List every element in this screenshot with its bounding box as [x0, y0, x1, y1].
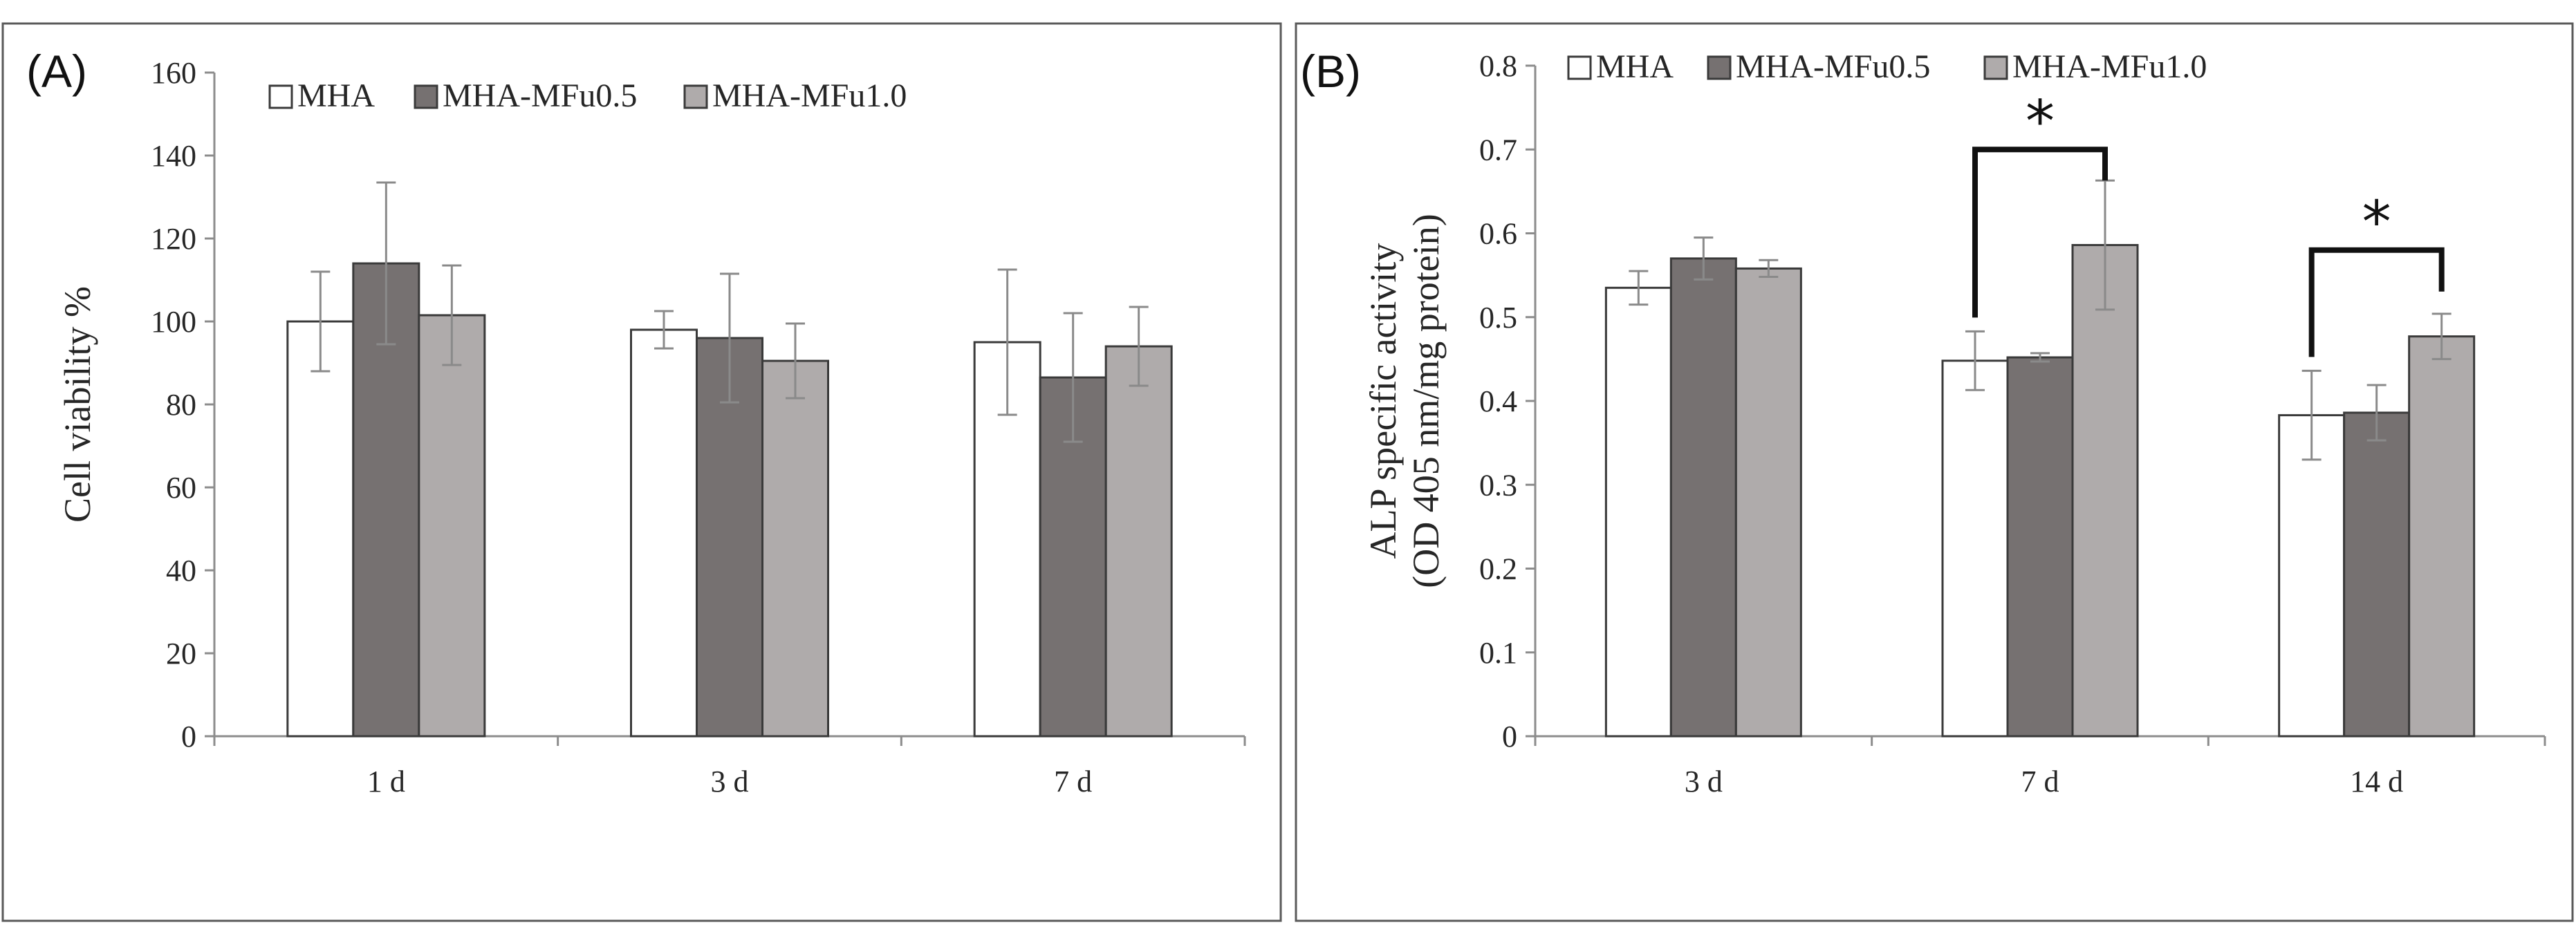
y-tick-label: 60	[166, 471, 196, 505]
bar-MHA-3d	[630, 328, 698, 738]
y-tick-label: 0.1	[1479, 636, 1517, 670]
y-tick-label: 160	[151, 56, 196, 90]
legend-swatch-MHA	[1567, 55, 1592, 80]
legend-swatch-MHA-MFu1.0	[683, 84, 708, 109]
panel-b-border	[1295, 22, 2574, 922]
x-category-label: 1 d	[367, 765, 405, 798]
y-tick-label: 0.2	[1479, 552, 1517, 586]
bar-MHA-MFu1.0-3d	[1734, 267, 1802, 738]
bar-MHA-MFu0.5-14d	[2343, 411, 2411, 738]
x-category-label: 3 d	[711, 765, 749, 798]
bar-MHA-MFu1.0-1d	[418, 314, 486, 738]
bar-MHA-MFu0.5-3d	[696, 337, 763, 738]
significance-bracket	[2308, 247, 2445, 357]
y-tick-label: 0.7	[1479, 133, 1517, 167]
significance-star: *	[2362, 188, 2391, 256]
y-tick-label: 80	[166, 388, 196, 422]
y-axis-title: ALP specific activity	[1362, 243, 1404, 559]
y-axis-title-line2: (OD 405 nm/mg protein)	[1405, 214, 1447, 588]
panel-b-label: (B)	[1300, 46, 1361, 97]
bar-MHA-MFu0.5-3d	[1669, 257, 1737, 738]
bar-MHA-MFu1.0-3d	[761, 359, 829, 738]
bar-MHA-1d	[286, 320, 355, 738]
x-category-label: 7 d	[2021, 765, 2059, 798]
bar-MHA-3d	[1604, 286, 1672, 738]
panel-b: (B) 0 0.1 0.2 0.3 0.4 0.5 0.6 0.7 0.8 3 d 7 d 14 d *…	[1295, 22, 2574, 922]
bar-MHA-MFu1.0-7d	[2071, 243, 2139, 738]
legend-label: MHA-MFu1.0	[712, 77, 907, 114]
legend-swatch-MHA-MFu0.5	[1707, 55, 1732, 80]
y-tick-label: 100	[151, 305, 196, 339]
legend-swatch-MHA-MFu1.0	[1983, 55, 2008, 80]
y-tick-label: 120	[151, 222, 196, 256]
y-tick-label: 0.3	[1479, 468, 1517, 502]
bar-MHA-MFu1.0-7d	[1104, 345, 1173, 738]
y-tick-label: 0.6	[1479, 217, 1517, 251]
y-tick-label: 0	[1502, 720, 1517, 754]
x-category-label: 3 d	[1685, 765, 1723, 798]
panel-a-label: (A)	[26, 46, 87, 97]
legend-swatch-MHA-MFu0.5	[414, 84, 438, 109]
panel-a-plot: 0 20 40 60 80 100 120 140 160 1 d 3 d 7 d MHA MHA-MFu…	[57, 56, 1246, 798]
legend-label: MHA	[1596, 48, 1674, 85]
y-tick-label: 40	[166, 554, 196, 588]
bar-MHA-MFu0.5-7d	[2006, 356, 2074, 738]
y-axis-title: Cell viability %	[57, 286, 98, 523]
y-tick-label: 0.4	[1479, 384, 1517, 418]
y-tick-label: 20	[166, 637, 196, 671]
y-tick-label: 0.5	[1479, 301, 1517, 335]
x-category-label: 7 d	[1054, 765, 1092, 798]
y-tick-label: 0.8	[1479, 49, 1517, 83]
y-tick-label: 140	[151, 139, 196, 173]
legend-swatch-MHA	[268, 84, 293, 109]
significance-star: *	[2026, 87, 2055, 155]
panel-a: (A) 0 20 40 60 80 100 120 140 160 1 d 3 d 7 d MHA MHA…	[1, 22, 1282, 922]
legend-label: MHA-MFu1.0	[2012, 48, 2207, 85]
legend-label: MHA	[297, 77, 375, 114]
legend-label: MHA-MFu0.5	[443, 77, 637, 114]
legend-label: MHA-MFu0.5	[1736, 48, 1930, 85]
bar-MHA-14d	[2278, 414, 2346, 738]
y-tick-label: 0	[181, 720, 196, 754]
x-category-label: 14 d	[2350, 765, 2403, 798]
significance-bracket	[1972, 147, 2108, 318]
bar-MHA-MFu1.0-14d	[2408, 335, 2476, 738]
bar-MHA-7d	[1941, 359, 2009, 738]
